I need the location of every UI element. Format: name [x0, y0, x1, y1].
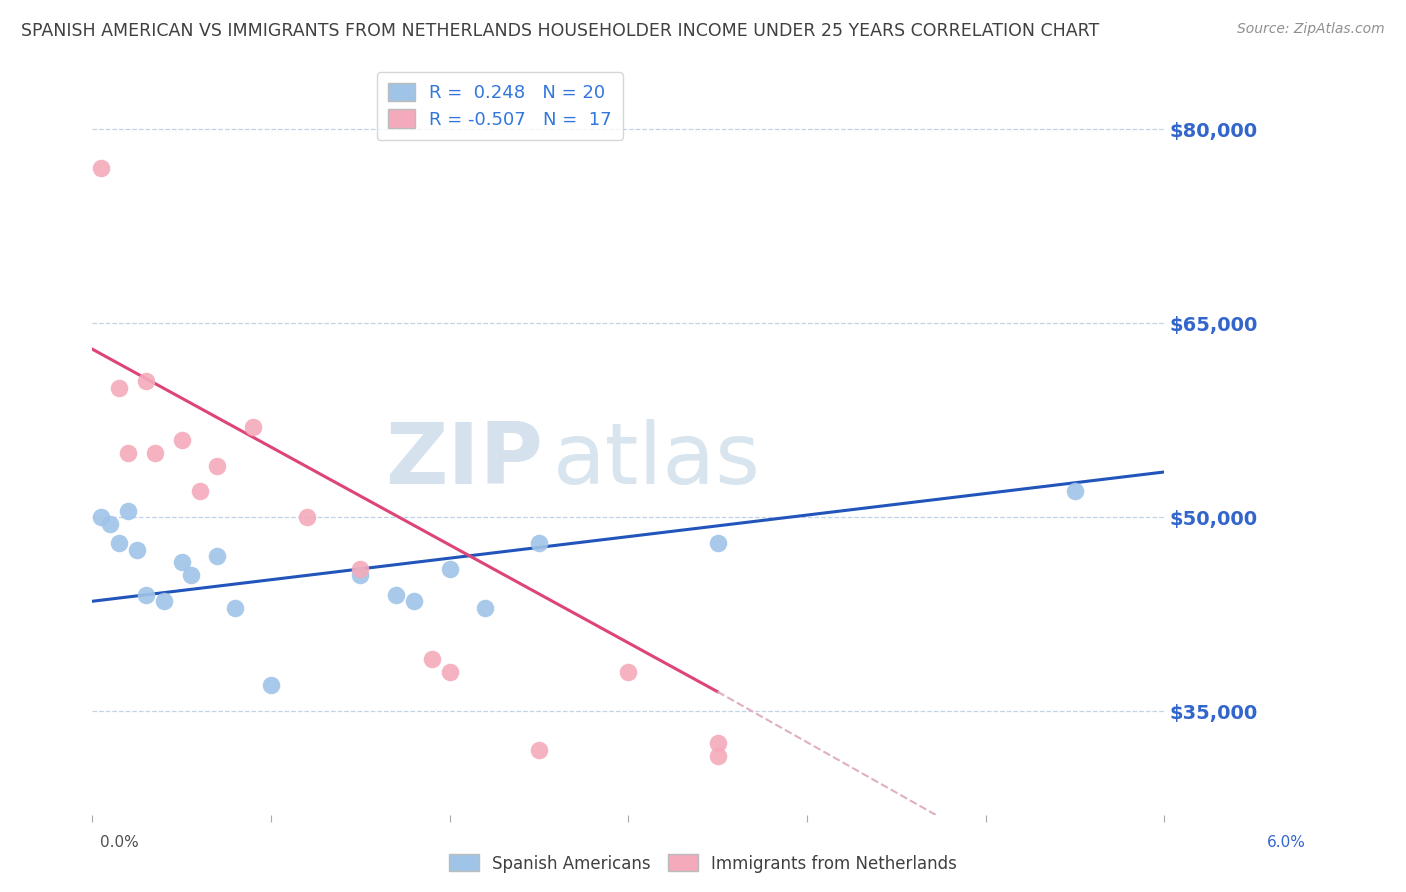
Point	[349, 568, 371, 582]
Point	[117, 504, 139, 518]
Point	[706, 749, 728, 764]
Point	[617, 665, 640, 680]
Point	[90, 510, 112, 524]
Point	[170, 433, 193, 447]
Point	[98, 516, 121, 531]
Point	[108, 381, 131, 395]
Point	[143, 445, 166, 459]
Point	[527, 536, 550, 550]
Point	[349, 562, 371, 576]
Point	[706, 736, 728, 750]
Point	[135, 375, 157, 389]
Point	[108, 536, 131, 550]
Point	[260, 678, 283, 692]
Point	[170, 556, 193, 570]
Point	[385, 588, 408, 602]
Text: 0.0%: 0.0%	[100, 836, 139, 850]
Point	[125, 542, 148, 557]
Point	[90, 161, 112, 176]
Point	[295, 510, 318, 524]
Point	[188, 484, 211, 499]
Point	[706, 536, 728, 550]
Point	[117, 445, 139, 459]
Point	[420, 652, 443, 666]
Text: atlas: atlas	[553, 419, 761, 502]
Point	[242, 419, 264, 434]
Point	[1063, 484, 1085, 499]
Legend: R =  0.248   N = 20, R = -0.507   N =  17: R = 0.248 N = 20, R = -0.507 N = 17	[377, 72, 623, 139]
Text: SPANISH AMERICAN VS IMMIGRANTS FROM NETHERLANDS HOUSEHOLDER INCOME UNDER 25 YEAR: SPANISH AMERICAN VS IMMIGRANTS FROM NETH…	[21, 22, 1099, 40]
Point	[224, 600, 246, 615]
Point	[402, 594, 425, 608]
Text: 6.0%: 6.0%	[1267, 836, 1306, 850]
Point	[439, 562, 461, 576]
Point	[152, 594, 174, 608]
Point	[527, 743, 550, 757]
Legend: Spanish Americans, Immigrants from Netherlands: Spanish Americans, Immigrants from Nethe…	[443, 847, 963, 880]
Point	[135, 588, 157, 602]
Point	[180, 568, 202, 582]
Point	[474, 600, 496, 615]
Text: Source: ZipAtlas.com: Source: ZipAtlas.com	[1237, 22, 1385, 37]
Point	[439, 665, 461, 680]
Text: ZIP: ZIP	[385, 419, 543, 502]
Point	[207, 458, 229, 473]
Point	[207, 549, 229, 563]
